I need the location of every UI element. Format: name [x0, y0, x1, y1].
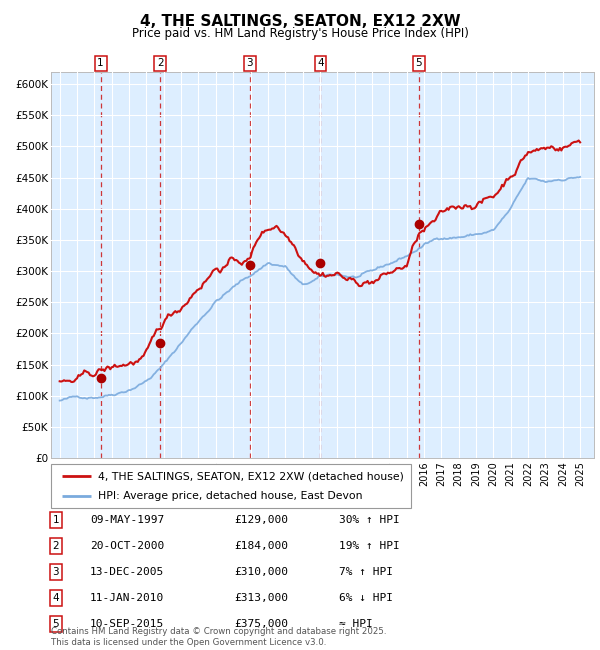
Text: Price paid vs. HM Land Registry's House Price Index (HPI): Price paid vs. HM Land Registry's House … [131, 27, 469, 40]
Text: ≈ HPI: ≈ HPI [339, 619, 373, 629]
Text: 1: 1 [52, 515, 59, 525]
Text: 3: 3 [247, 58, 253, 68]
FancyBboxPatch shape [51, 464, 411, 508]
Text: 20-OCT-2000: 20-OCT-2000 [90, 541, 164, 551]
Text: 30% ↑ HPI: 30% ↑ HPI [339, 515, 400, 525]
Text: 5: 5 [415, 58, 422, 68]
Text: 10-SEP-2015: 10-SEP-2015 [90, 619, 164, 629]
Text: Contains HM Land Registry data © Crown copyright and database right 2025.
This d: Contains HM Land Registry data © Crown c… [51, 627, 386, 647]
Text: £310,000: £310,000 [234, 567, 288, 577]
Text: £375,000: £375,000 [234, 619, 288, 629]
Text: 5: 5 [52, 619, 59, 629]
Text: 7% ↑ HPI: 7% ↑ HPI [339, 567, 393, 577]
Text: 1: 1 [97, 58, 104, 68]
Text: 2: 2 [157, 58, 164, 68]
Text: 13-DEC-2005: 13-DEC-2005 [90, 567, 164, 577]
Text: £129,000: £129,000 [234, 515, 288, 525]
Text: HPI: Average price, detached house, East Devon: HPI: Average price, detached house, East… [98, 491, 362, 501]
Text: 4: 4 [317, 58, 324, 68]
Text: 09-MAY-1997: 09-MAY-1997 [90, 515, 164, 525]
Text: 3: 3 [52, 567, 59, 577]
Text: £184,000: £184,000 [234, 541, 288, 551]
Text: 4, THE SALTINGS, SEATON, EX12 2XW: 4, THE SALTINGS, SEATON, EX12 2XW [140, 14, 460, 29]
Text: 2: 2 [52, 541, 59, 551]
Text: 4: 4 [52, 593, 59, 603]
Text: 19% ↑ HPI: 19% ↑ HPI [339, 541, 400, 551]
Text: 11-JAN-2010: 11-JAN-2010 [90, 593, 164, 603]
Text: 6% ↓ HPI: 6% ↓ HPI [339, 593, 393, 603]
Text: £313,000: £313,000 [234, 593, 288, 603]
Text: 4, THE SALTINGS, SEATON, EX12 2XW (detached house): 4, THE SALTINGS, SEATON, EX12 2XW (detac… [98, 471, 404, 481]
